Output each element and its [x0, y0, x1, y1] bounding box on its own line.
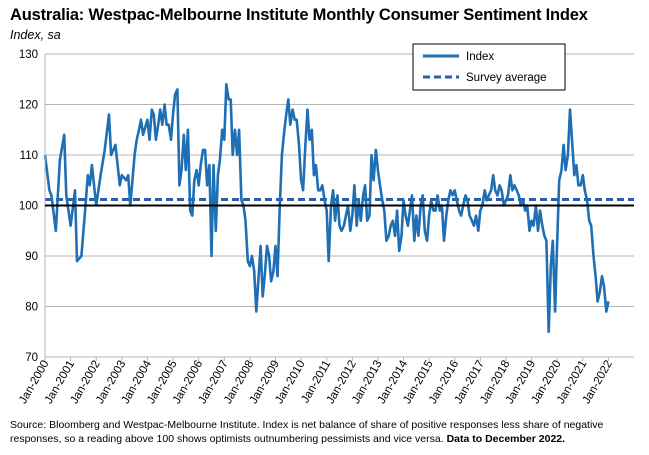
y-tick-label-70: 70 — [25, 352, 38, 364]
data-period-note: Data to December 2022. — [446, 433, 566, 445]
y-tick-label-130: 130 — [19, 49, 38, 61]
y-tick-label-90: 90 — [25, 251, 38, 263]
source-note: Source: Bloomberg and Westpac-Melbourne … — [10, 418, 642, 446]
y-tick-label-100: 100 — [19, 201, 38, 213]
source-text: Source: Bloomberg and Westpac-Melbourne … — [10, 419, 604, 445]
chart-title: Australia: Westpac-Melbourne Institute M… — [10, 6, 588, 24]
y-tick-label-110: 110 — [20, 150, 38, 162]
index-series-layer — [43, 83, 610, 334]
legend: Index Survey average — [412, 43, 566, 91]
gridlines — [45, 53, 634, 358]
y-axis-unit-label: Index, sa — [10, 28, 61, 42]
y-tick-label-80: 80 — [25, 302, 38, 314]
y-tick-label-120: 120 — [19, 100, 38, 112]
legend-average-label: Survey average — [466, 72, 547, 84]
index-series-line — [43, 83, 610, 334]
legend-index-label: Index — [466, 51, 494, 63]
legend-box — [412, 43, 566, 91]
